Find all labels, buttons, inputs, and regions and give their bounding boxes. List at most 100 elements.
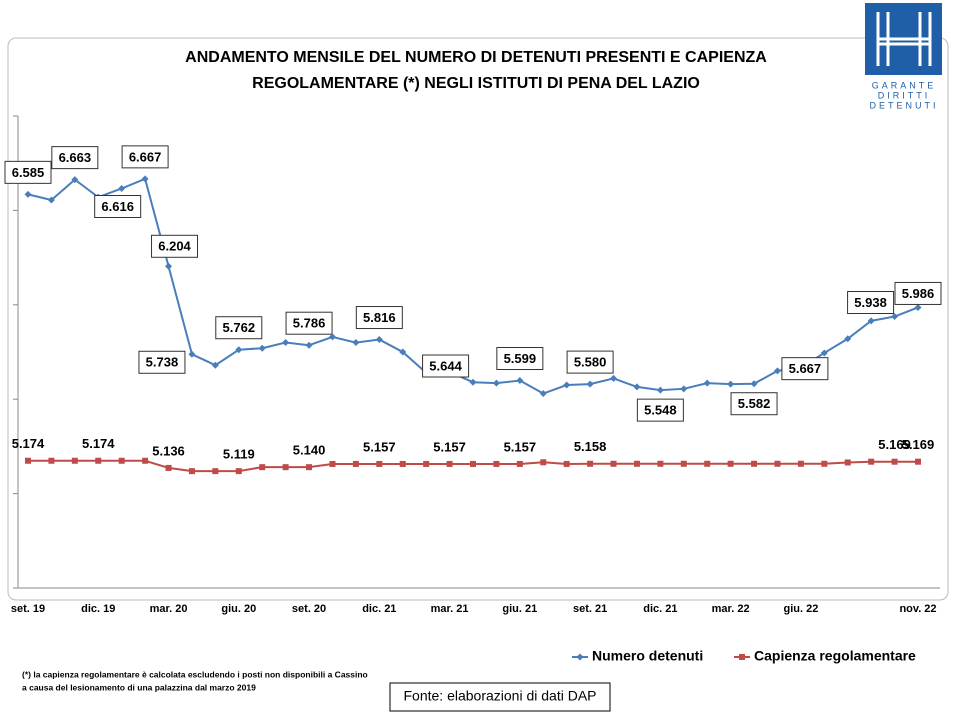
point bbox=[704, 460, 711, 467]
label-box bbox=[285, 311, 333, 335]
point bbox=[868, 458, 875, 465]
point bbox=[188, 350, 196, 358]
logo-mark bbox=[876, 12, 932, 66]
x-tick-label: set. 20 bbox=[292, 603, 326, 615]
point bbox=[656, 386, 664, 394]
point bbox=[844, 335, 852, 343]
data-label: 5.644 bbox=[429, 358, 462, 373]
x-tick-label: mar. 22 bbox=[712, 603, 750, 615]
point bbox=[305, 341, 313, 349]
point bbox=[306, 464, 313, 471]
label-box bbox=[121, 145, 169, 169]
logo: GARANTE DIRITTI DETENUTI bbox=[865, 3, 942, 110]
point bbox=[540, 459, 547, 466]
data-label: 5.762 bbox=[223, 320, 256, 335]
point bbox=[657, 460, 664, 467]
data-label: 6.585 bbox=[12, 165, 45, 180]
label-box bbox=[4, 160, 52, 184]
chart-title: REGOLAMENTARE (*) NEGLI ISTITUTI DI PENA… bbox=[252, 75, 700, 92]
point bbox=[211, 361, 219, 369]
point bbox=[141, 175, 149, 183]
point bbox=[282, 464, 289, 471]
data-label: 5.158 bbox=[574, 439, 607, 454]
point bbox=[563, 460, 570, 467]
point bbox=[446, 460, 453, 467]
label-box bbox=[496, 347, 544, 371]
point bbox=[282, 339, 290, 347]
point bbox=[703, 379, 711, 387]
label-box bbox=[51, 146, 99, 170]
label-box bbox=[894, 281, 942, 305]
point bbox=[492, 379, 500, 387]
point bbox=[25, 457, 31, 464]
point bbox=[376, 460, 383, 467]
point bbox=[165, 262, 173, 270]
label-box bbox=[151, 234, 199, 258]
x-tick-label: set. 19 bbox=[11, 603, 45, 615]
point bbox=[680, 385, 688, 393]
point bbox=[118, 184, 126, 192]
data-label: 5.157 bbox=[504, 439, 537, 454]
data-label: 5.157 bbox=[433, 439, 466, 454]
chart-title: ANDAMENTO MENSILE DEL NUMERO DI DETENUTI… bbox=[185, 49, 767, 66]
label-box bbox=[730, 392, 778, 416]
label-box bbox=[215, 316, 263, 340]
source: Fonte: elaborazioni di dati DAP bbox=[404, 688, 597, 704]
label-box bbox=[636, 398, 684, 422]
point bbox=[751, 460, 758, 467]
logo-text: GARANTE bbox=[872, 80, 937, 90]
point bbox=[352, 339, 360, 347]
legend-label: Capienza regolamentare bbox=[754, 648, 916, 664]
data-label: 5.119 bbox=[223, 447, 255, 462]
point bbox=[633, 383, 641, 391]
point bbox=[516, 460, 523, 467]
data-label: 5.580 bbox=[574, 355, 607, 370]
legend-marker bbox=[576, 653, 584, 661]
point bbox=[586, 380, 594, 388]
data-label: 5.816 bbox=[363, 310, 396, 325]
point bbox=[259, 464, 266, 471]
point bbox=[423, 460, 430, 467]
point bbox=[328, 333, 336, 341]
point bbox=[493, 460, 500, 467]
point bbox=[587, 460, 594, 467]
source-box bbox=[389, 682, 611, 712]
data-label: 5.599 bbox=[504, 351, 537, 366]
data-label: 5.157 bbox=[363, 439, 396, 454]
point bbox=[375, 336, 383, 344]
x-tick-label: set. 21 bbox=[573, 603, 607, 615]
point bbox=[142, 457, 149, 464]
point bbox=[820, 349, 828, 357]
logo-text: DETENUTI bbox=[870, 100, 939, 110]
point bbox=[48, 457, 55, 464]
point bbox=[399, 460, 406, 467]
point bbox=[773, 367, 781, 375]
footnote: (*) la capienza regolamentare è calcolat… bbox=[22, 669, 368, 679]
chart-frame bbox=[7, 37, 949, 601]
point bbox=[563, 381, 571, 389]
x-tick-label: dic. 21 bbox=[362, 603, 396, 615]
data-label: 5.786 bbox=[293, 316, 326, 331]
point bbox=[891, 313, 899, 321]
point bbox=[399, 348, 407, 356]
point bbox=[258, 344, 266, 352]
point bbox=[352, 460, 359, 467]
x-tick-label: dic. 19 bbox=[81, 603, 115, 615]
data-label: 5.986 bbox=[902, 286, 935, 301]
data-label: 5.667 bbox=[789, 361, 822, 376]
legend-marker bbox=[739, 654, 745, 660]
logo-text: DIRITTI bbox=[878, 90, 931, 100]
x-tick-label: giu. 21 bbox=[502, 603, 537, 615]
point bbox=[914, 303, 922, 311]
data-label: 5.169 bbox=[902, 437, 935, 452]
point bbox=[610, 460, 617, 467]
x-tick-label: giu. 20 bbox=[221, 603, 256, 615]
x-tick-label: mar. 20 bbox=[150, 603, 188, 615]
point bbox=[165, 464, 172, 471]
footnote: a causa del lesionamento di una palazzin… bbox=[22, 682, 256, 692]
point bbox=[329, 460, 336, 467]
point bbox=[867, 317, 875, 325]
point bbox=[469, 378, 477, 386]
point bbox=[539, 390, 547, 398]
